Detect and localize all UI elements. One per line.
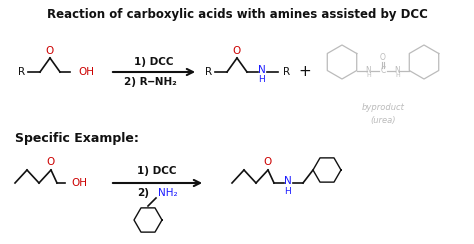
Text: 2): 2)	[137, 188, 149, 198]
Text: +: +	[299, 64, 311, 80]
Text: OH: OH	[71, 178, 87, 188]
Text: H: H	[395, 73, 400, 78]
Text: O: O	[233, 46, 241, 56]
Text: 1) DCC: 1) DCC	[134, 57, 174, 67]
Text: O: O	[47, 157, 55, 167]
Text: O: O	[264, 157, 272, 167]
Text: NH₂: NH₂	[158, 188, 178, 198]
Text: N: N	[365, 66, 372, 75]
Text: O: O	[46, 46, 54, 56]
Text: N: N	[258, 65, 266, 75]
Text: Reaction of carboxylic acids with amines assisted by DCC: Reaction of carboxylic acids with amines…	[46, 8, 428, 21]
Text: OH: OH	[78, 67, 94, 77]
Text: C: C	[380, 66, 386, 75]
Text: N: N	[284, 176, 292, 186]
Text: byproduct: byproduct	[362, 103, 404, 112]
Text: 2) R‒NH₂: 2) R‒NH₂	[124, 77, 176, 87]
Text: R: R	[283, 67, 290, 77]
Text: R: R	[205, 67, 212, 77]
Text: H: H	[259, 75, 265, 84]
Text: (urea): (urea)	[370, 115, 396, 124]
Text: Specific Example:: Specific Example:	[15, 132, 139, 145]
Text: H: H	[366, 73, 371, 78]
Text: 1) DCC: 1) DCC	[137, 166, 177, 176]
Text: O: O	[380, 53, 386, 62]
Text: N: N	[394, 66, 401, 75]
Text: H: H	[284, 186, 292, 195]
Text: R: R	[18, 67, 26, 77]
